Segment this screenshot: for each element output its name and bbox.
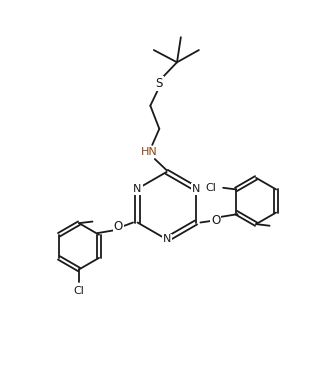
Text: N: N xyxy=(163,234,171,244)
Text: O: O xyxy=(211,214,220,227)
Text: Cl: Cl xyxy=(206,183,217,193)
Text: HN: HN xyxy=(141,147,157,157)
Text: N: N xyxy=(192,184,200,194)
Text: O: O xyxy=(113,220,123,233)
Text: S: S xyxy=(156,77,163,90)
Text: Cl: Cl xyxy=(74,286,84,296)
Text: N: N xyxy=(133,184,142,194)
